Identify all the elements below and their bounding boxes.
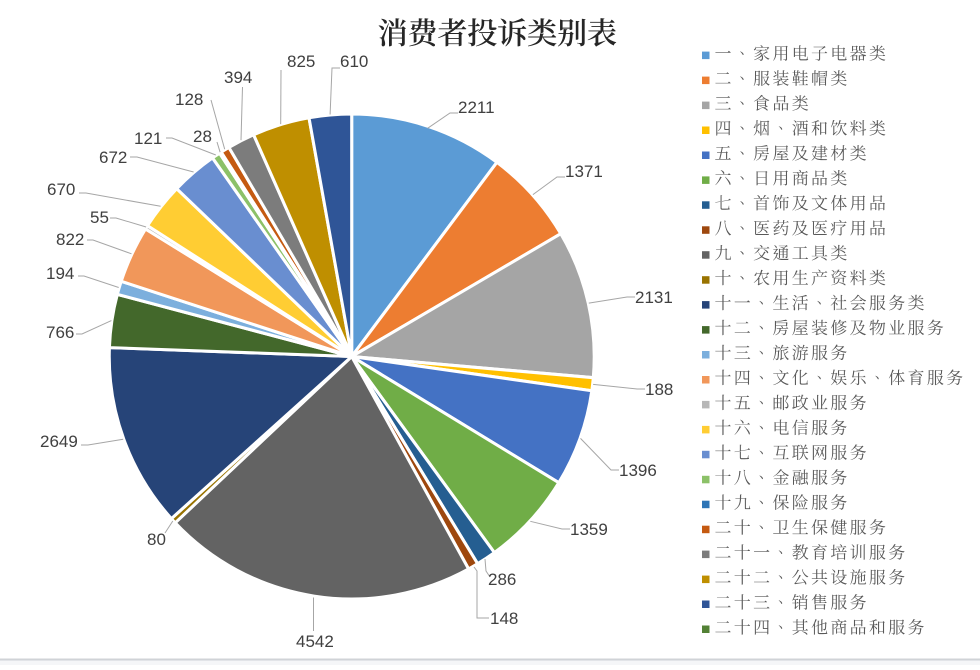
svg-text:1371: 1371 bbox=[565, 162, 603, 181]
svg-text:672: 672 bbox=[99, 148, 127, 167]
svg-text:1396: 1396 bbox=[619, 461, 657, 480]
svg-text:148: 148 bbox=[490, 609, 518, 628]
svg-text:80: 80 bbox=[147, 530, 166, 549]
svg-text:188: 188 bbox=[645, 380, 673, 399]
svg-text:286: 286 bbox=[488, 570, 516, 589]
svg-text:766: 766 bbox=[46, 323, 74, 342]
svg-text:825: 825 bbox=[287, 52, 315, 71]
svg-text:194: 194 bbox=[46, 264, 74, 283]
svg-text:1359: 1359 bbox=[570, 520, 608, 539]
svg-text:394: 394 bbox=[224, 68, 252, 87]
svg-text:822: 822 bbox=[56, 230, 84, 249]
svg-text:28: 28 bbox=[193, 127, 212, 146]
svg-text:610: 610 bbox=[340, 52, 368, 71]
svg-text:2649: 2649 bbox=[40, 432, 78, 451]
svg-text:2211: 2211 bbox=[458, 98, 495, 117]
svg-text:670: 670 bbox=[47, 180, 75, 199]
svg-text:128: 128 bbox=[175, 90, 203, 109]
svg-text:55: 55 bbox=[90, 208, 109, 227]
svg-text:2131: 2131 bbox=[635, 288, 673, 307]
svg-text:4542: 4542 bbox=[296, 632, 334, 651]
svg-text:121: 121 bbox=[134, 129, 162, 148]
